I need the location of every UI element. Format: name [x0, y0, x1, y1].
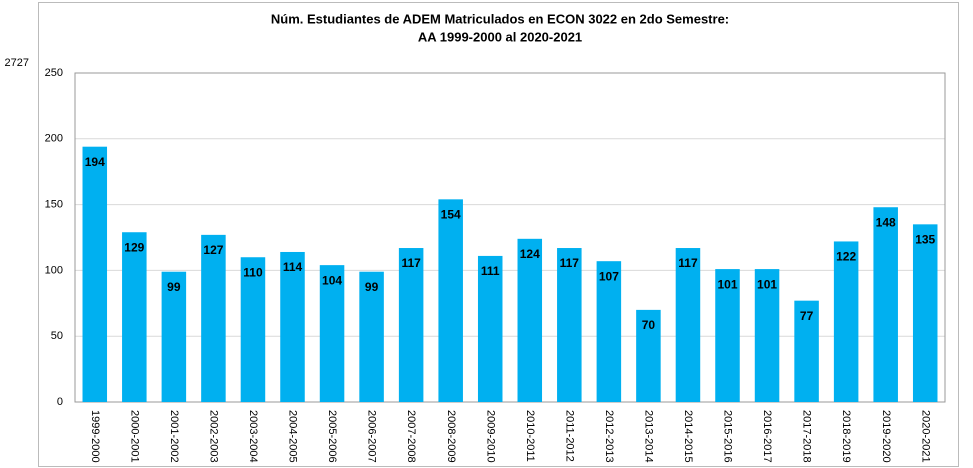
value-label: 114: [283, 260, 303, 274]
x-tick-label: 2010-2011: [524, 410, 536, 462]
value-label: 111: [481, 264, 500, 278]
value-label: 101: [757, 277, 777, 291]
value-label: 99: [167, 280, 181, 294]
y-tick-label: 100: [45, 264, 63, 276]
y-tick-label: 50: [51, 330, 63, 342]
x-tick-label: 2009-2010: [484, 410, 496, 463]
x-tick-label: 1999-2000: [89, 410, 101, 463]
value-label: 124: [520, 247, 540, 261]
bar: [873, 207, 898, 402]
bar: [794, 300, 819, 402]
x-tick-label: 2001-2002: [168, 410, 180, 463]
x-tick-label: 2004-2005: [287, 410, 299, 463]
value-label: 99: [365, 280, 379, 294]
y-tick-label: 250: [45, 67, 63, 79]
value-label: 110: [243, 265, 263, 279]
bar: [280, 251, 305, 402]
value-label: 148: [876, 215, 896, 229]
x-tick-label: 2019-2020: [880, 410, 892, 463]
x-tick-label: 2014-2015: [682, 410, 694, 463]
x-tick-label: 2012-2013: [603, 410, 615, 463]
value-label: 194: [85, 155, 105, 169]
value-label: 117: [560, 256, 580, 270]
bar: [161, 271, 187, 402]
bar: [240, 257, 266, 402]
chart-title: AA 1999-2000 al 2020-2021: [418, 29, 582, 44]
bar: [675, 248, 701, 402]
bar: [477, 255, 503, 402]
y-tick-label: 0: [57, 396, 63, 408]
bar: [596, 261, 622, 402]
x-tick-label: 2011-2012: [563, 410, 575, 462]
bar: [82, 146, 108, 402]
bar: [201, 234, 226, 402]
bar: [636, 309, 661, 402]
value-label: 122: [836, 250, 856, 264]
value-label: 129: [124, 240, 144, 254]
value-label: 70: [642, 318, 656, 332]
bar: [912, 224, 938, 402]
x-tick-label: 2005-2006: [326, 410, 338, 463]
x-tick-label: 2016-2017: [761, 410, 773, 463]
value-label: 101: [717, 277, 737, 291]
bar: [833, 241, 859, 402]
chart-title: Núm. Estudiantes de ADEM Matriculados en…: [271, 11, 729, 26]
annotation: 2727: [5, 57, 29, 69]
x-tick-label: 2017-2018: [801, 410, 813, 463]
y-tick-label: 150: [45, 199, 63, 211]
value-label: 127: [203, 243, 223, 257]
bar: [517, 238, 543, 402]
x-tick-label: 2007-2008: [405, 410, 417, 463]
x-tick-label: 2015-2016: [722, 410, 734, 463]
bar: [438, 199, 463, 402]
bar: [557, 248, 582, 402]
x-tick-label: 2008-2009: [445, 410, 457, 463]
bar: [122, 232, 147, 402]
plot-border: [74, 72, 946, 403]
bar: [398, 248, 424, 402]
x-tick-label: 2013-2014: [643, 410, 655, 463]
x-tick-label: 2000-2001: [128, 410, 140, 463]
bar: [359, 271, 384, 402]
value-label: 77: [800, 309, 814, 323]
bar: [715, 269, 740, 402]
x-tick-label: 2018-2019: [840, 410, 852, 463]
value-label: 154: [441, 208, 461, 222]
value-label: 117: [678, 256, 698, 270]
x-tick-label: 2003-2004: [247, 410, 259, 463]
bar: [319, 265, 345, 402]
value-label: 117: [401, 256, 421, 270]
value-label: 107: [599, 269, 619, 283]
value-label: 104: [322, 273, 342, 287]
x-tick-label: 2006-2007: [366, 410, 378, 463]
bar: [754, 269, 780, 402]
x-tick-label: 2020-2021: [919, 410, 931, 463]
x-tick-label: 2002-2003: [208, 410, 220, 463]
value-label: 135: [915, 233, 935, 247]
y-tick-label: 200: [45, 133, 63, 145]
